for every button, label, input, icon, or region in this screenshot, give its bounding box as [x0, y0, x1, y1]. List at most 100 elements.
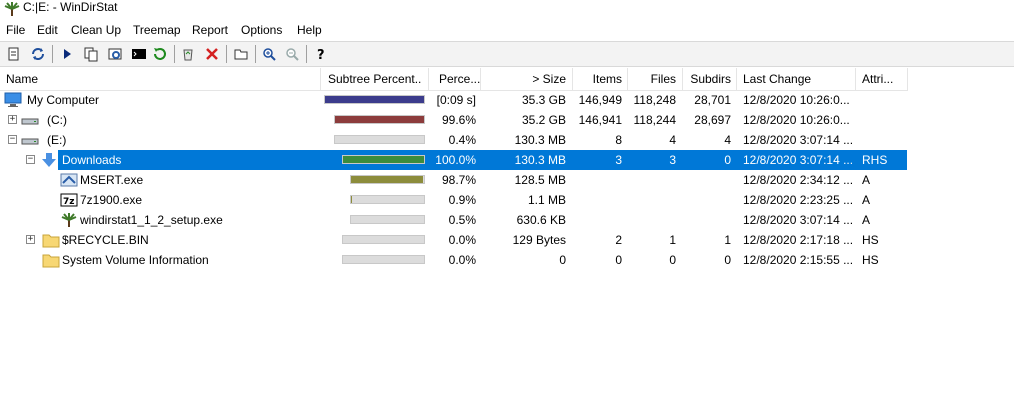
subtree-percent-fill	[325, 96, 424, 103]
row-attributes: HS	[862, 253, 879, 267]
menu-treemap[interactable]: Treemap	[133, 23, 181, 37]
column-attributes[interactable]: Attri...	[862, 72, 894, 86]
column-subtree-percent[interactable]: Subtree Percent...	[328, 72, 422, 86]
menu-report[interactable]: Report	[192, 23, 229, 37]
selection-highlight	[58, 150, 907, 170]
row-attributes	[862, 90, 906, 110]
row-items	[576, 210, 622, 230]
row-drive-c[interactable]: + (C:) 99.6% 35.2 GB 146,941 118,244 28,697 12/…	[0, 110, 908, 130]
expand-icon[interactable]: +	[8, 114, 17, 124]
column-divider[interactable]	[480, 68, 481, 90]
column-divider[interactable]	[320, 68, 321, 90]
recycle-icon[interactable]	[179, 45, 197, 63]
menu-file[interactable]: File	[6, 23, 26, 37]
row-files	[631, 210, 676, 230]
row-percentage: 0.4%	[448, 133, 476, 147]
column-percentage[interactable]: Perce...	[439, 72, 481, 86]
drive-icon	[21, 112, 39, 128]
help-icon[interactable]: ?	[312, 45, 330, 63]
row-system-volume-information[interactable]: System Volume Information 0.0% 0 0 0 0 12/8/20…	[0, 250, 908, 270]
7zip-icon: 7z	[60, 192, 78, 208]
computer-icon	[4, 92, 22, 108]
row-name: windirstat1_1_2_setup.exe	[80, 213, 223, 227]
refresh-icon[interactable]	[5, 45, 23, 63]
cmd-icon[interactable]	[130, 45, 148, 63]
row-size: 129 Bytes	[512, 233, 566, 247]
refresh-selected-icon[interactable]	[151, 45, 169, 63]
subtree-percent-bar	[350, 215, 425, 224]
column-items[interactable]: Items	[592, 72, 622, 86]
row-size: 130.3 MB	[514, 133, 566, 147]
row-last-change: 12/8/2020 3:07:14 ...	[743, 213, 854, 227]
row-drive-e[interactable]: − (E:) 0.4% 130.3 MB 8 4 4 12/8/2020 3:07:14 ..…	[0, 130, 908, 150]
row-msert[interactable]: MSERT.exe 98.7% 128.5 MB 12/8/2020 2:34:12 …	[0, 170, 908, 190]
row-last-change: 12/8/2020 2:34:12 ...	[743, 173, 854, 187]
row-subdirs: 28,697	[694, 113, 731, 127]
svg-text:7z: 7z	[63, 197, 75, 207]
row-last-change: 12/8/2020 2:23:25 ...	[743, 193, 854, 207]
column-name[interactable]: Name	[6, 72, 39, 86]
row-percentage: 100.0%	[435, 153, 476, 167]
row-percentage: 0.9%	[448, 193, 476, 207]
row-files: 4	[669, 133, 676, 147]
row-7z1900[interactable]: 7z 7z1900.exe 0.9% 1.1 MB 12/8/2020 2:23:25 …	[0, 190, 908, 210]
delete-icon[interactable]	[203, 45, 221, 63]
installer-icon	[60, 172, 78, 188]
menu-help[interactable]: Help	[297, 23, 322, 37]
row-subdirs: 1	[724, 233, 731, 247]
column-size[interactable]: > Size	[532, 72, 566, 86]
collapse-icon[interactable]: −	[8, 134, 17, 144]
row-recycle-bin[interactable]: + $RECYCLE.BIN 0.0% 129 Bytes 2 1 1 12/8/2020 2…	[0, 230, 908, 250]
zoom-in-icon[interactable]	[260, 45, 278, 63]
row-my-computer[interactable]: My Computer [0:09 s] 35.3 GB 146,949 118,248…	[0, 90, 908, 110]
row-subdirs: 0	[724, 153, 731, 167]
row-items: 8	[615, 133, 622, 147]
refresh-all-icon[interactable]	[29, 45, 47, 63]
row-items: 0	[615, 253, 622, 267]
row-name: My Computer	[27, 93, 100, 107]
subtree-percent-bar	[334, 135, 425, 144]
row-windirstat-setup[interactable]: windirstat1_1_2_setup.exe 0.5% 630.6 KB 12/…	[0, 210, 908, 230]
subtree-percent-bar	[334, 115, 425, 124]
column-divider[interactable]	[627, 68, 628, 90]
new-folder-icon[interactable]	[232, 45, 250, 63]
menu-bar: File Edit Clean Up Treemap Report Option…	[0, 20, 1014, 40]
column-header: Name Subtree Percent... Perce... > Size …	[0, 68, 908, 91]
folder-icon	[42, 252, 60, 268]
subtree-percent-bar	[350, 175, 425, 184]
zoom-out-icon[interactable]	[283, 45, 301, 63]
row-name: MSERT.exe	[80, 173, 144, 187]
menu-options[interactable]: Options	[241, 23, 283, 37]
column-last-change[interactable]: Last Change	[743, 72, 812, 86]
row-attributes: A	[862, 193, 871, 207]
windirstat-app-icon	[4, 2, 20, 16]
toolbar-separator	[306, 45, 307, 63]
row-last-change: 12/8/2020 2:15:55 ...	[743, 253, 854, 267]
copy-icon[interactable]	[82, 45, 100, 63]
subtree-percent-bar	[324, 95, 425, 104]
column-divider[interactable]	[572, 68, 573, 90]
menu-edit[interactable]: Edit	[37, 23, 58, 37]
collapse-icon[interactable]: −	[26, 154, 35, 164]
explorer-icon[interactable]	[106, 45, 124, 63]
expand-icon[interactable]: +	[26, 234, 35, 244]
column-divider[interactable]	[736, 68, 737, 90]
row-items	[576, 170, 622, 190]
toolbar-separator	[174, 45, 175, 63]
column-divider[interactable]	[855, 68, 856, 90]
row-subdirs	[686, 210, 731, 230]
column-divider[interactable]	[682, 68, 683, 90]
column-files[interactable]: Files	[650, 72, 676, 86]
row-size: 35.2 GB	[521, 113, 566, 127]
column-divider[interactable]	[428, 68, 429, 90]
menu-clean-up[interactable]: Clean Up	[71, 23, 122, 37]
column-subdirs[interactable]: Subdirs	[690, 72, 731, 86]
row-downloads[interactable]: − Downloads 100.0% 130.3 MB 3 3 0 12/8/2020 3:0…	[0, 150, 908, 170]
title-bar: C:|E: - WinDirStat	[0, 0, 1014, 18]
row-items	[576, 190, 622, 210]
play-icon[interactable]	[58, 45, 76, 63]
column-divider[interactable]	[907, 68, 908, 90]
row-files	[631, 170, 676, 190]
toolbar-separator	[52, 45, 53, 63]
row-last-change: 12/8/2020 3:07:14 ...	[743, 133, 854, 147]
